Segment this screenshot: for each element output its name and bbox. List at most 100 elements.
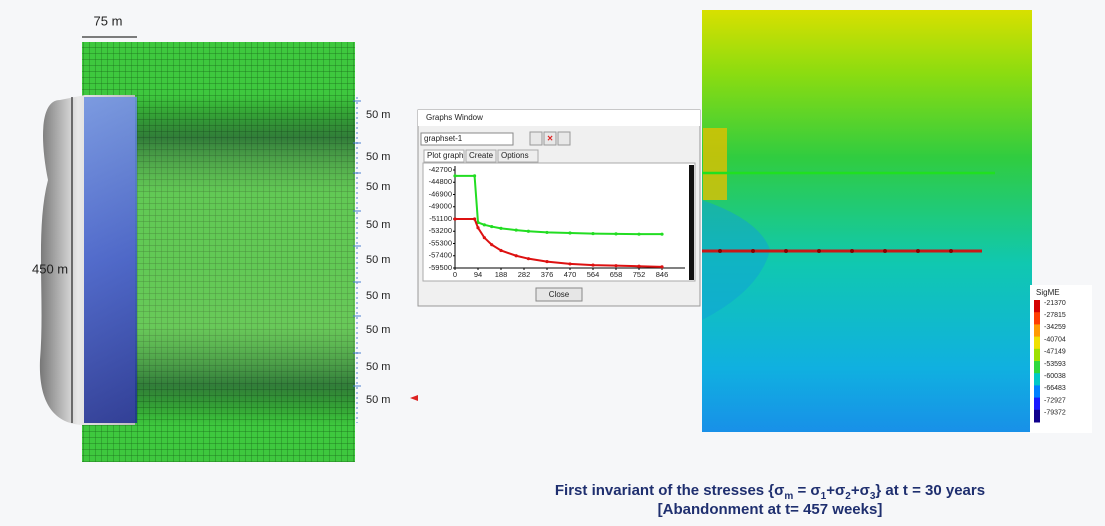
cavern-top — [703, 128, 727, 200]
page: 75 m 450 m Graphs Window graphset-1 × Cl… — [0, 0, 1105, 526]
caption-text: } at t = 30 years — [875, 482, 985, 499]
legend-swatch — [1034, 398, 1040, 411]
tab-label: Options — [501, 151, 529, 160]
legend-value: -60038 — [1044, 373, 1066, 380]
layer-label: 50 m — [366, 109, 390, 121]
x-tick-label: 376 — [541, 270, 554, 279]
caption-line: [Abandonment at t= 457 weeks] — [658, 501, 883, 518]
legend-swatch — [1034, 312, 1040, 325]
point — [614, 232, 617, 235]
profile-marker — [751, 249, 755, 253]
legend-swatch — [1034, 385, 1040, 398]
legend-swatch — [1034, 300, 1040, 313]
x-tick-label: 752 — [633, 270, 646, 279]
button[interactable] — [530, 132, 542, 145]
legend-value: -47149 — [1044, 349, 1066, 356]
point — [568, 262, 571, 265]
layer-label: 50 m — [366, 324, 390, 336]
point — [527, 230, 530, 233]
caption-text: First invariant of the stresses {σ — [555, 482, 785, 499]
point — [499, 249, 502, 252]
legend-value: -21370 — [1044, 300, 1066, 307]
layer-label: 50 m — [366, 361, 390, 373]
caption-text: = σ — [793, 482, 820, 499]
width-label: 75 m — [94, 13, 123, 28]
point — [637, 233, 640, 236]
legend-swatch — [1034, 337, 1040, 350]
point — [637, 265, 640, 268]
point — [591, 232, 594, 235]
layer-label: 50 m — [366, 151, 390, 163]
stress-field — [702, 10, 1032, 432]
y-tick-label: -46900 — [429, 189, 452, 198]
profile-marker — [850, 249, 854, 253]
legend-value: -79372 — [1044, 410, 1066, 417]
caption-text: +σ — [851, 482, 870, 499]
legend-value: -34259 — [1044, 324, 1066, 331]
layer-label: 50 m — [366, 290, 390, 302]
point — [515, 254, 518, 257]
tab-label: Plot graph — [427, 151, 463, 160]
x-tick-label: 470 — [564, 270, 577, 279]
layer-label: 50 m — [366, 394, 390, 406]
point — [568, 231, 571, 234]
legend-swatch — [1034, 361, 1040, 374]
profile-marker — [718, 249, 722, 253]
y-tick-label: -55300 — [429, 238, 452, 247]
point — [490, 243, 493, 246]
legend-swatch — [1034, 349, 1040, 362]
x-tick-label: 188 — [495, 270, 508, 279]
legend-swatch — [1034, 373, 1040, 386]
point — [476, 226, 479, 229]
legend-value: -40704 — [1044, 336, 1066, 343]
height-label: 450 m — [32, 261, 68, 276]
cavern-zone — [84, 97, 137, 423]
close-label: Close — [549, 290, 570, 299]
point — [473, 217, 476, 220]
legend-title: SigME — [1036, 288, 1060, 297]
legend-value: -53593 — [1044, 361, 1066, 368]
point — [660, 265, 663, 268]
y-tick-label: -42700 — [429, 165, 452, 174]
point — [527, 257, 530, 260]
point — [660, 233, 663, 236]
y-tick-label: -59500 — [429, 263, 452, 272]
layer-label: 50 m — [366, 219, 390, 231]
point — [515, 228, 518, 231]
x-tick-label: 846 — [656, 270, 669, 279]
point — [499, 227, 502, 230]
window-title: Graphs Window — [426, 113, 483, 122]
point — [453, 217, 456, 220]
profile-marker — [817, 249, 821, 253]
point — [473, 174, 476, 177]
legend-swatch — [1034, 410, 1040, 423]
scrollbar — [689, 165, 694, 280]
x-tick-label: 282 — [518, 270, 531, 279]
point — [483, 223, 486, 226]
x-tick-label: 94 — [474, 270, 482, 279]
x-tick-label: 564 — [587, 270, 600, 279]
legend-swatch — [1034, 324, 1040, 337]
point — [483, 236, 486, 239]
y-tick-label: -53200 — [429, 226, 452, 235]
icon: × — [547, 134, 553, 145]
tab-label: Create — [469, 151, 494, 160]
profile-marker — [784, 249, 788, 253]
legend-value: -72927 — [1044, 397, 1066, 404]
figure: 75 m 450 m Graphs Window graphset-1 × Cl… — [0, 0, 1105, 526]
layer-label: 50 m — [366, 254, 390, 266]
x-tick-label: 0 — [453, 270, 457, 279]
caption-text: +σ — [826, 482, 845, 499]
legend-value: -66483 — [1044, 385, 1066, 392]
y-tick-label: -49000 — [429, 202, 452, 211]
profile-marker — [883, 249, 887, 253]
point — [591, 263, 594, 266]
legend-value: -27815 — [1044, 312, 1066, 319]
button[interactable] — [558, 132, 570, 145]
point — [545, 260, 548, 263]
y-tick-label: -44800 — [429, 177, 452, 186]
point — [614, 264, 617, 267]
y-tick-label: -57400 — [429, 251, 452, 260]
profile-marker — [949, 249, 953, 253]
point — [545, 231, 548, 234]
